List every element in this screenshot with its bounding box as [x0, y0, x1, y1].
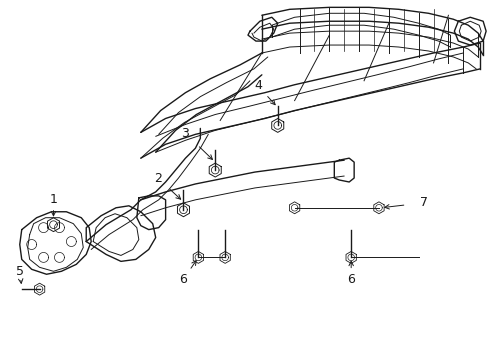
- Text: 2: 2: [154, 171, 162, 185]
- Text: 5: 5: [16, 265, 24, 278]
- Text: 4: 4: [254, 79, 262, 92]
- Text: 1: 1: [49, 193, 57, 206]
- Text: 7: 7: [419, 196, 428, 209]
- Text: 3: 3: [181, 127, 190, 140]
- Text: 6: 6: [347, 273, 355, 286]
- Text: 6: 6: [179, 273, 187, 286]
